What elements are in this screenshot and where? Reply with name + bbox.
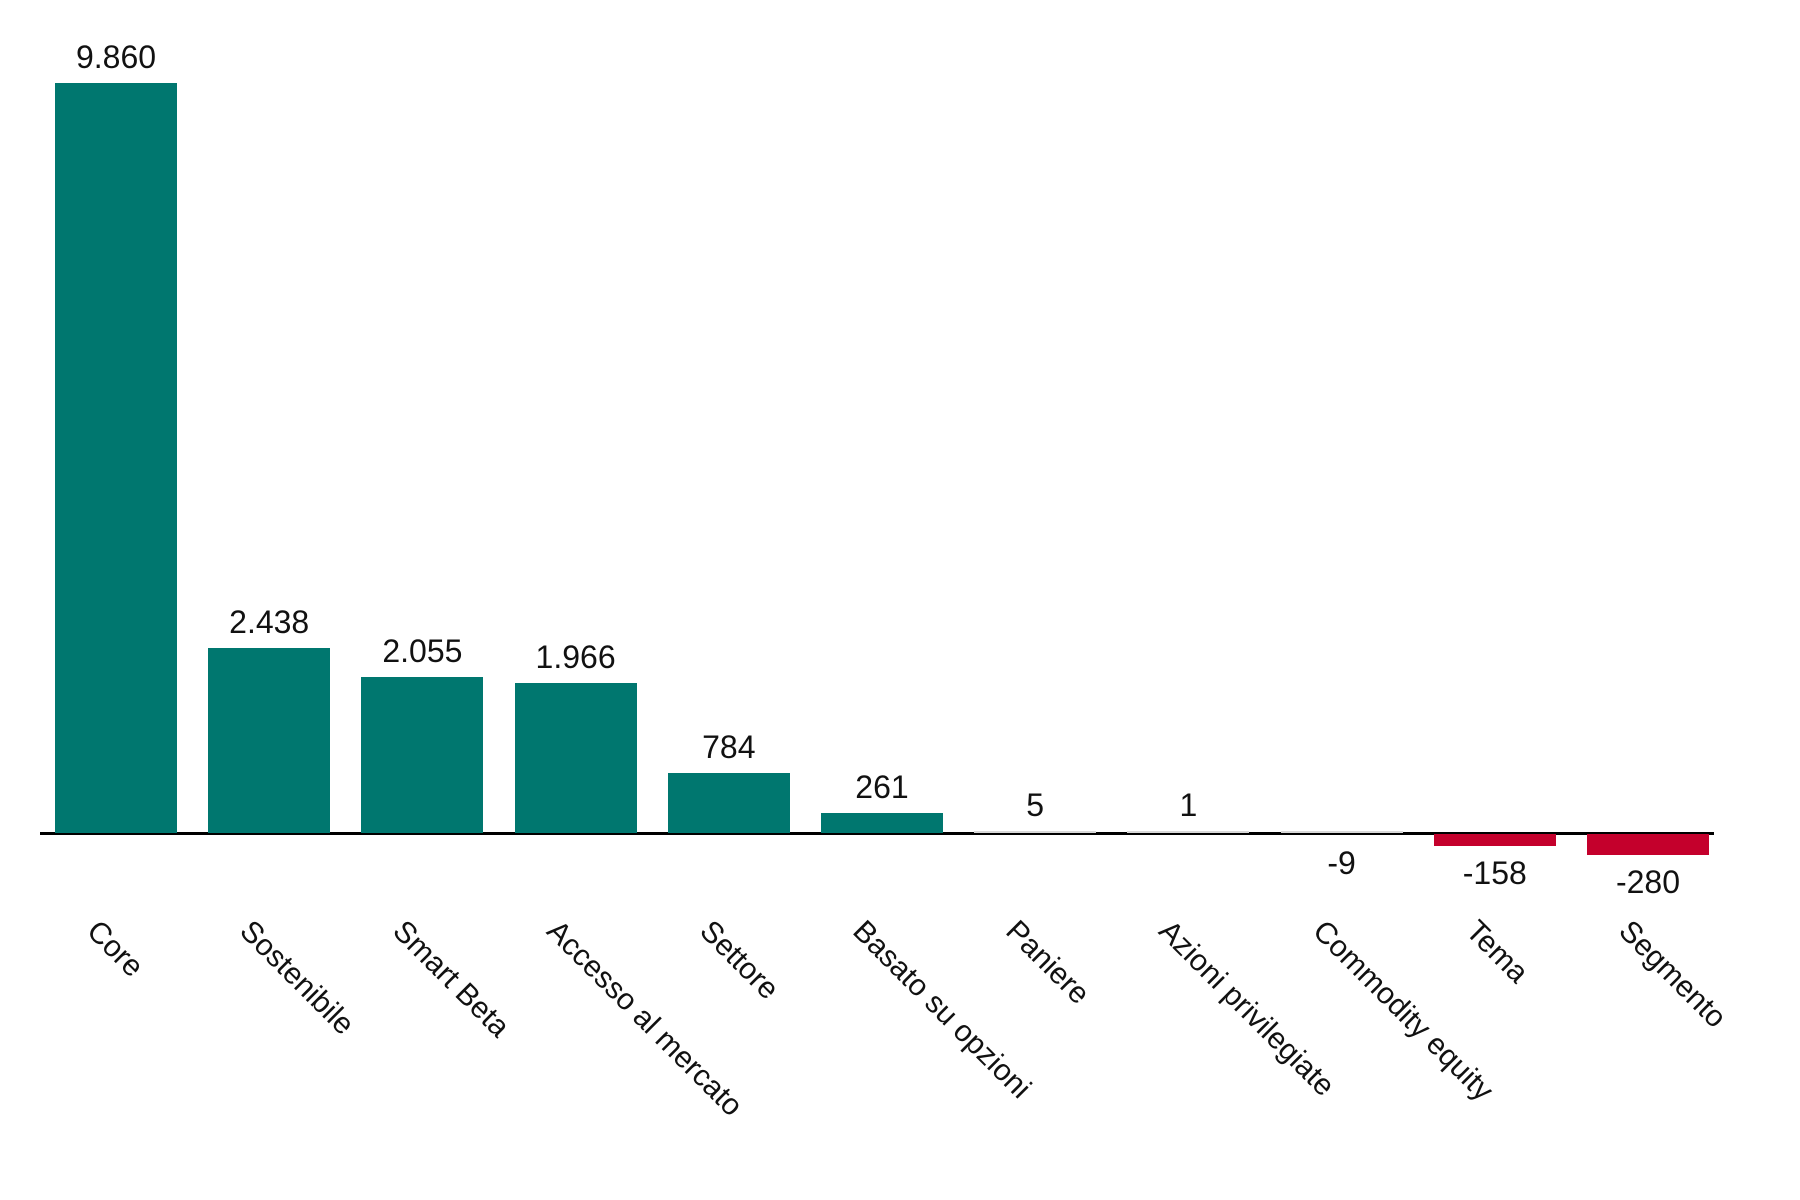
value-label: 261 bbox=[855, 769, 909, 806]
value-label: 2.055 bbox=[382, 632, 463, 669]
bar-accesso-al-mercato bbox=[514, 683, 637, 833]
value-label: 2.438 bbox=[229, 603, 310, 640]
category-label: Sostenibile bbox=[233, 914, 361, 1042]
bar-commodity-equity bbox=[1280, 831, 1403, 833]
value-label: 1 bbox=[1179, 787, 1198, 823]
bar-tema bbox=[1433, 834, 1556, 847]
category-label: Segmento bbox=[1612, 914, 1733, 1035]
bar-paniere bbox=[974, 831, 1097, 833]
bar-core bbox=[55, 83, 177, 833]
value-label: 784 bbox=[702, 729, 756, 766]
category-label: Paniere bbox=[999, 914, 1097, 1011]
category-label: Settore bbox=[693, 914, 785, 1007]
value-label: -9 bbox=[1327, 845, 1356, 881]
value-label: 1.966 bbox=[535, 639, 616, 676]
category-label: Tema bbox=[1459, 914, 1535, 990]
bar-basato-su-opzioni bbox=[821, 813, 943, 833]
value-label: -158 bbox=[1462, 855, 1527, 892]
value-label: 5 bbox=[1026, 787, 1045, 823]
bar-sostenibile bbox=[208, 647, 331, 833]
value-label: -280 bbox=[1615, 864, 1681, 901]
bar-azioni-privilegiate bbox=[1127, 831, 1250, 833]
bar-settore bbox=[667, 773, 790, 833]
bar-segmento bbox=[1587, 834, 1709, 856]
bar-smart-beta bbox=[361, 676, 484, 833]
category-label: Core bbox=[80, 914, 150, 984]
x-axis-line bbox=[40, 832, 1714, 835]
value-label: 9.860 bbox=[75, 39, 157, 75]
category-label: Smart Beta bbox=[386, 914, 517, 1044]
